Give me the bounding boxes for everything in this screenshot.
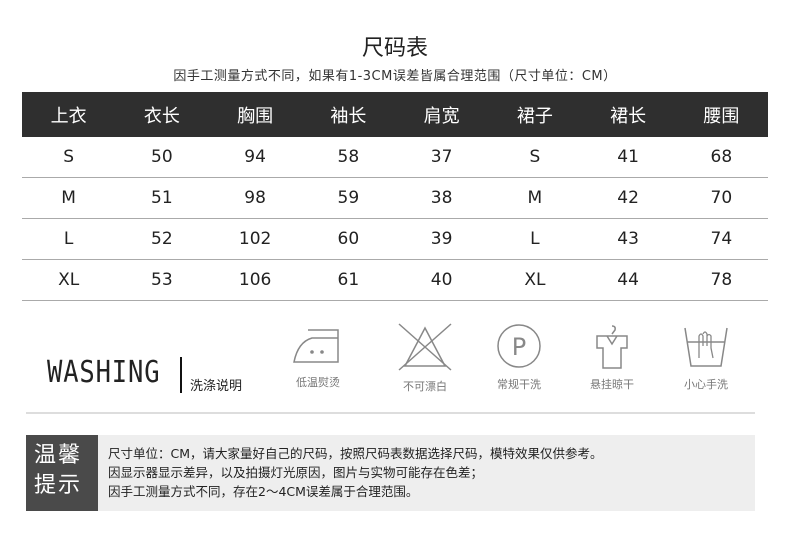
table-cell: 50 [115, 137, 209, 178]
table-cell: S [488, 137, 582, 178]
page-title: 尺码表 [361, 36, 428, 61]
care-item: 低温熨烫 [278, 322, 358, 390]
washing-subtitle: 洗涤说明 [190, 379, 243, 394]
table-cell: 37 [395, 137, 489, 178]
care-item: 不可漂白 [385, 322, 465, 394]
column-header: 袖长 [301, 92, 395, 137]
table-cell: 38 [395, 177, 489, 219]
size-table: 上衣 衣长 胸围 袖长 肩宽 裙子 裙长 腰围 S 50 94 58 37 S 41 68 M 51 98 59 38… [22, 92, 768, 301]
table-cell: 58 [301, 137, 395, 178]
table-row: XL 53 106 61 40 XL 44 78 [22, 259, 768, 301]
no-bleach-icon [398, 323, 452, 371]
table-row: M 51 98 59 38 M 42 70 [22, 177, 768, 219]
care-item: 小心手洗 [666, 322, 746, 392]
washing-divider [180, 357, 182, 393]
table-header: 上衣 衣长 胸围 袖长 肩宽 裙子 裙长 腰围 [22, 92, 768, 137]
table-cell: 74 [674, 218, 768, 260]
table-cell: XL [22, 259, 116, 301]
table-cell: M [22, 177, 116, 219]
hang-dry-icon [596, 325, 628, 369]
table-cell: 44 [581, 259, 675, 301]
iron-low-icon [293, 329, 339, 363]
table-cell: 102 [208, 218, 302, 260]
table-row: S 50 94 58 37 S 41 68 [22, 137, 768, 178]
svg-text:P: P [512, 333, 526, 361]
dry-clean-p-icon: P [497, 324, 541, 368]
hand-wash-icon [684, 327, 728, 367]
table-cell: 40 [395, 259, 489, 301]
column-header: 上衣 [22, 92, 116, 137]
tips-box: 温馨 提示 尺寸单位：CM，请大家量好自己的尺码，按照尺码表数据选择尺码，模特效果… [26, 435, 755, 511]
table-cell: 41 [581, 137, 675, 178]
tips-label: 温馨 提示 [26, 435, 98, 511]
table-cell: 98 [208, 177, 302, 219]
washing-title: WASHING [47, 355, 161, 390]
column-header: 裙子 [488, 92, 582, 137]
table-cell: 42 [581, 177, 675, 219]
column-header: 腰围 [674, 92, 768, 137]
care-item: 悬挂晾干 [572, 322, 652, 392]
table-cell: 61 [301, 259, 395, 301]
table-cell: 59 [301, 177, 395, 219]
table-cell: 53 [115, 259, 209, 301]
column-header: 胸围 [208, 92, 302, 137]
table-cell: M [488, 177, 582, 219]
tip-line: 因手工测量方式不同，存在2～4CM误差属于合理范围。 [108, 484, 419, 499]
column-header: 肩宽 [395, 92, 489, 137]
table-cell: S [22, 137, 116, 178]
table-cell: 68 [674, 137, 768, 178]
table-cell: 52 [115, 218, 209, 260]
care-item: P 常规干洗 [479, 322, 559, 392]
table-cell: L [488, 218, 582, 260]
section-divider [26, 412, 755, 414]
table-cell: 78 [674, 259, 768, 301]
table-cell: L [22, 218, 116, 260]
column-header: 衣长 [115, 92, 209, 137]
table-cell: 43 [581, 218, 675, 260]
column-header: 裙长 [581, 92, 675, 137]
table-cell: 106 [208, 259, 302, 301]
table-row: L 52 102 60 39 L 43 74 [22, 218, 768, 260]
page-subtitle: 因手工测量方式不同，如果有1-3CM误差皆属合理范围（尺寸单位：CM） [173, 69, 617, 84]
tips-text: 尺寸单位：CM，请大家量好自己的尺码，按照尺码表数据选择尺码，模特效果仅供参考。… [108, 444, 603, 501]
table-cell: XL [488, 259, 582, 301]
table-cell: 70 [674, 177, 768, 219]
table-cell: 39 [395, 218, 489, 260]
tip-line: 尺寸单位：CM，请大家量好自己的尺码，按照尺码表数据选择尺码，模特效果仅供参考。 [108, 446, 603, 461]
table-cell: 94 [208, 137, 302, 178]
table-cell: 60 [301, 218, 395, 260]
tip-line: 因显示器显示差异，以及拍摄灯光原因，图片与实物可能存在色差； [108, 465, 484, 480]
table-cell: 51 [115, 177, 209, 219]
